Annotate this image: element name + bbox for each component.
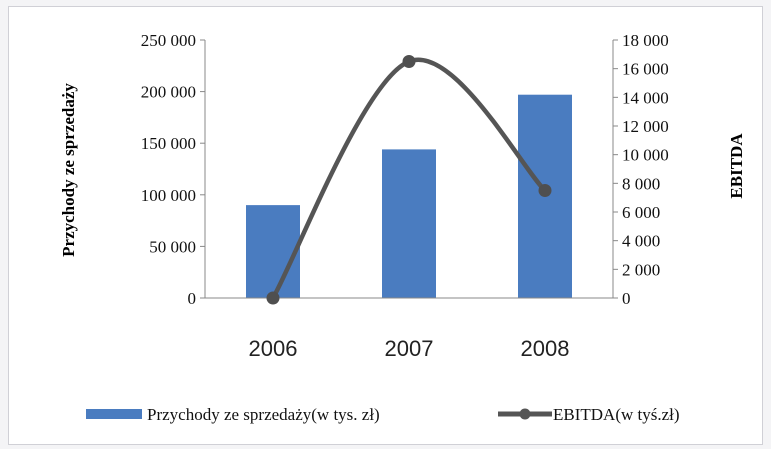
right-tick-label: 6 000 <box>622 203 660 222</box>
right-tick-label: 8 000 <box>622 174 660 193</box>
ebitda-point-2006 <box>266 291 280 305</box>
right-tick-label: 16 000 <box>622 60 669 79</box>
right-tick-label: 0 <box>622 289 631 308</box>
y2-axis-label: EBITDA <box>727 133 746 199</box>
right-tick-label: 18 000 <box>622 31 669 50</box>
right-tick-label: 2 000 <box>622 260 660 279</box>
legend-line-label: EBITDA(w tyś.zł) <box>553 405 680 424</box>
y-axis-label: Przychody ze sprzedaży <box>59 83 78 257</box>
bar-series <box>246 94 572 298</box>
x-tick-label: 2006 <box>249 336 298 361</box>
right-tick-label: 4 000 <box>622 232 660 251</box>
x-tick-label: 2007 <box>385 336 434 361</box>
left-tick-label: 250 000 <box>141 31 196 50</box>
right-tick-label: 14 000 <box>622 88 669 107</box>
bar-2007 <box>382 149 436 298</box>
right-tick-label: 10 000 <box>622 146 669 165</box>
legend: Przychody ze sprzedaży(w tys. zł) EBITDA… <box>86 405 680 424</box>
ebitda-point-2008 <box>538 184 552 197</box>
right-axis-ticks: 0 2 000 4 000 6 000 8 000 10 000 12 000 14 000 1… <box>613 31 669 308</box>
left-tick-label: 50 000 <box>149 237 196 256</box>
legend-line-marker <box>519 408 531 420</box>
ebitda-point-2007 <box>402 55 416 68</box>
bar-2006 <box>246 205 300 298</box>
left-axis-ticks: 0 50 000 100 000 150 000 200 000 250 000 <box>141 31 205 308</box>
left-tick-label: 150 000 <box>141 134 196 153</box>
left-tick-label: 200 000 <box>141 83 196 102</box>
left-tick-label: 100 000 <box>141 186 196 205</box>
left-tick-label: 0 <box>188 289 197 308</box>
x-tick-label: 2008 <box>521 336 570 361</box>
legend-bar-label: Przychody ze sprzedaży(w tys. zł) <box>147 405 380 424</box>
right-tick-label: 12 000 <box>622 117 669 136</box>
line-series <box>266 55 552 305</box>
x-axis-ticks: 2006 2007 2008 <box>249 336 570 361</box>
legend-bar-swatch <box>86 409 142 419</box>
